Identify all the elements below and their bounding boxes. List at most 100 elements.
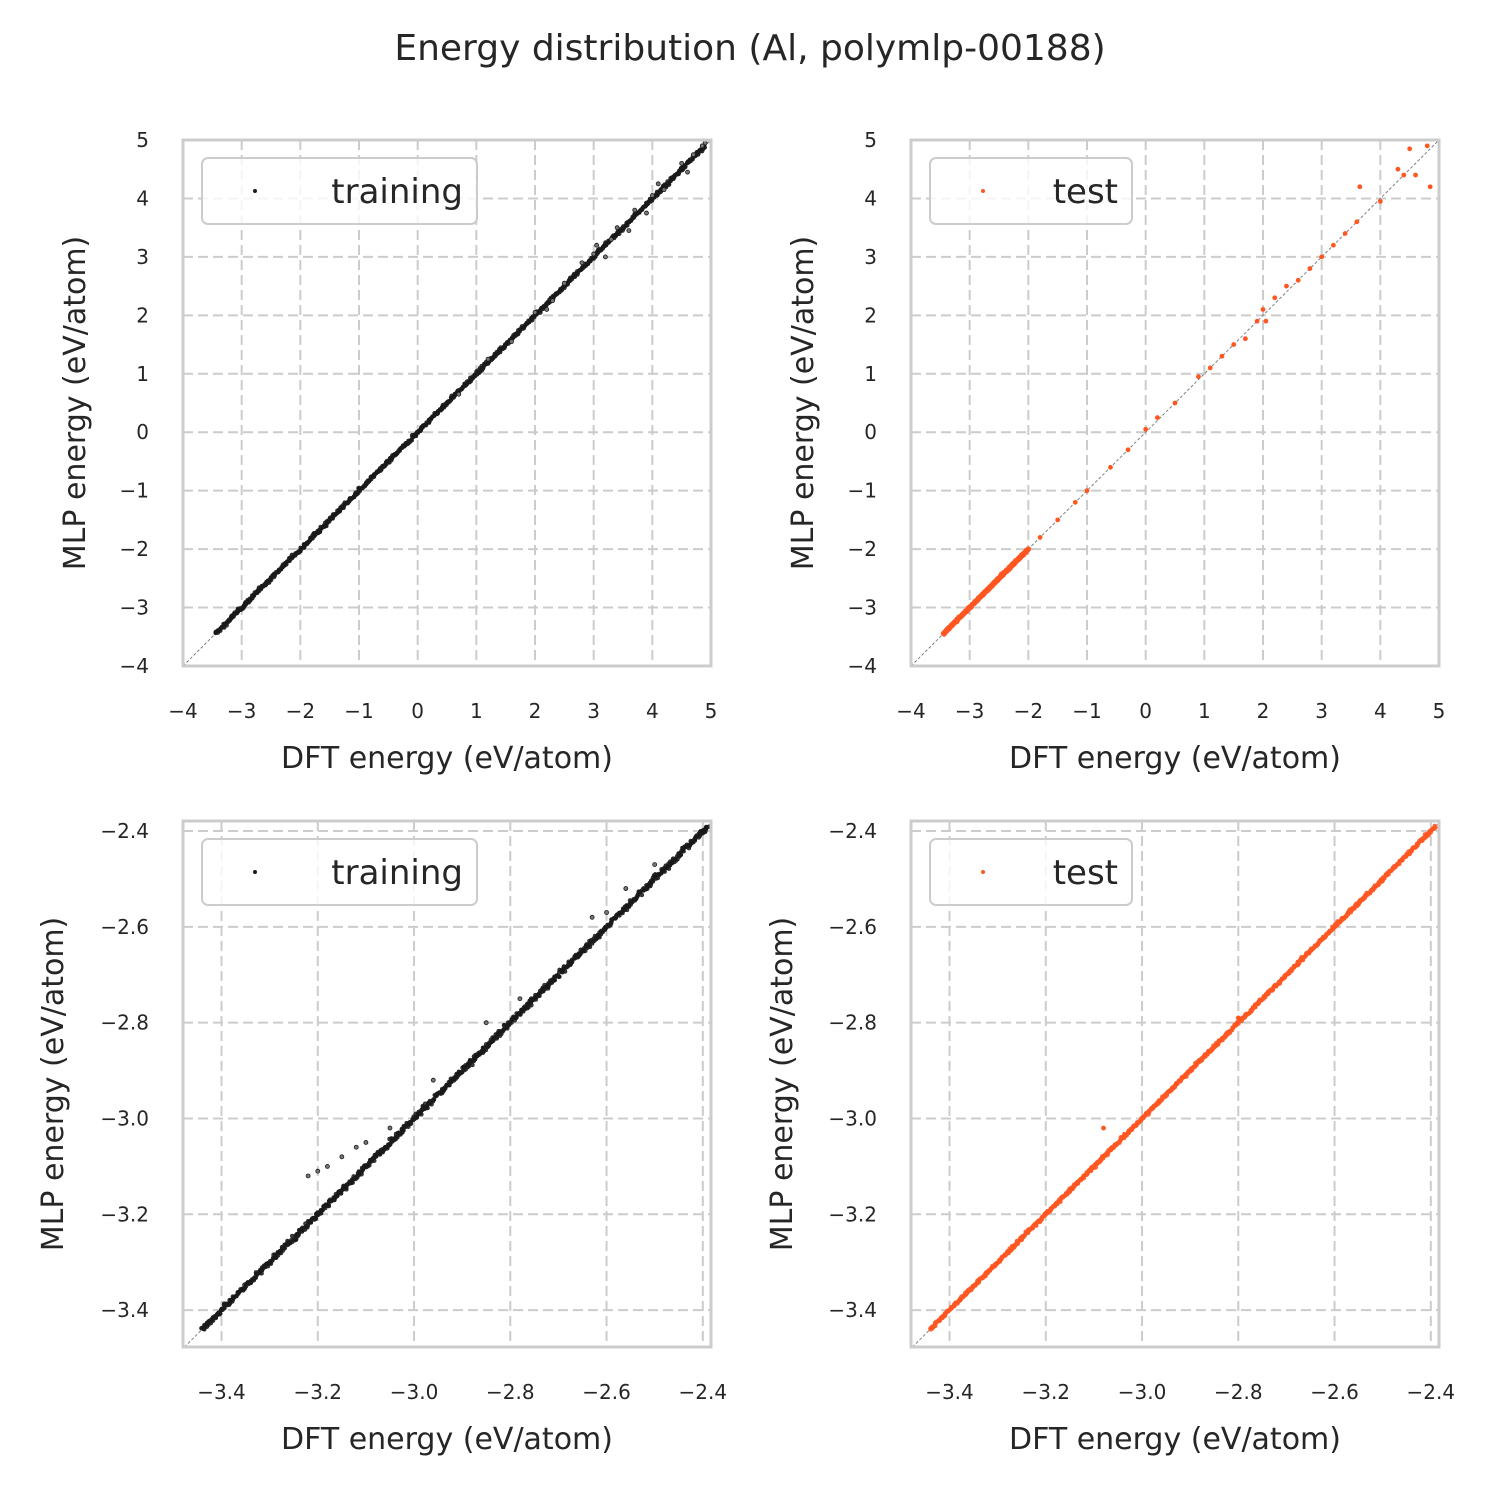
- legend-marker: [981, 870, 985, 874]
- x-tick-label: −2: [1014, 699, 1043, 723]
- legend-label: test: [1053, 853, 1118, 893]
- data-point: [470, 1062, 475, 1068]
- x-tick-label: 2: [1257, 699, 1270, 723]
- data-point: [1272, 295, 1278, 301]
- data-point: [604, 910, 609, 915]
- x-tick-label: −2.6: [582, 1380, 631, 1404]
- data-point: [1427, 184, 1433, 190]
- data-point: [1219, 353, 1225, 359]
- data-point: [324, 1163, 330, 1169]
- data-point: [699, 143, 705, 149]
- x-tick-label: −1: [344, 699, 373, 723]
- data-point: [691, 152, 696, 158]
- data-point: [678, 852, 683, 858]
- data-point: [353, 1144, 359, 1150]
- x-tick-label: 3: [587, 699, 600, 723]
- data-point: [603, 254, 608, 260]
- data-point: [608, 236, 614, 242]
- data-point: [1377, 198, 1383, 204]
- y-tick-label: −1: [848, 479, 877, 503]
- y-tick-label: −2: [848, 537, 877, 561]
- y-tick-label: −4: [120, 654, 149, 678]
- legend-box: [201, 157, 478, 225]
- x-tick-label: −3: [955, 699, 984, 723]
- data-point: [480, 366, 486, 371]
- data-point: [632, 207, 638, 213]
- x-tick-label: −2.6: [1310, 1380, 1359, 1404]
- data-point: [1307, 266, 1313, 271]
- data-point: [562, 969, 568, 974]
- data-point: [425, 1105, 430, 1111]
- data-point: [305, 1173, 311, 1179]
- data-point: [537, 993, 542, 999]
- legend-label: training: [331, 853, 463, 893]
- axes-frame: [909, 819, 1441, 1349]
- legend: test: [929, 838, 1133, 906]
- y-tick-label: 1: [864, 362, 877, 386]
- y-tick-label: 4: [864, 186, 877, 210]
- data-point: [1243, 336, 1248, 342]
- data-point: [458, 1070, 464, 1076]
- data-point: [655, 181, 661, 187]
- data-point: [579, 260, 585, 266]
- data-point: [639, 892, 645, 898]
- y-tick-label: 5: [864, 128, 877, 152]
- data-point: [652, 862, 658, 867]
- data-point: [1295, 277, 1301, 283]
- data-point: [1357, 184, 1363, 190]
- data-point: [532, 310, 538, 315]
- data-point: [1231, 342, 1237, 347]
- legend: training: [201, 157, 478, 225]
- data-point: [387, 1125, 393, 1131]
- y-tick-label: −2.6: [100, 915, 149, 939]
- data-point: [339, 1154, 345, 1160]
- data-point: [1207, 365, 1213, 371]
- data-point: [315, 1168, 321, 1174]
- x-tick-label: 2: [529, 699, 542, 723]
- x-tick-label: −3.0: [390, 1380, 439, 1404]
- x-tick-label: 1: [1198, 699, 1211, 723]
- data-point: [649, 193, 655, 198]
- x-tick-label: −3.4: [925, 1380, 974, 1404]
- x-tick-label: −3.2: [1021, 1380, 1070, 1404]
- data-point: [1055, 517, 1061, 523]
- legend-label: test: [1053, 172, 1118, 212]
- panel-test-full: −4 −3 −2 −1 0 1 2 3 4 5 −4 −3 −2 −1 0 1 2 3 4 5 test DFT ener…: [786, 128, 1445, 776]
- data-point: [1331, 242, 1336, 248]
- data-point: [561, 280, 567, 286]
- legend: training: [201, 838, 478, 906]
- x-tick-label: −2.8: [486, 1380, 535, 1404]
- legend-box: [929, 838, 1133, 906]
- y-tick-label: −2.6: [828, 915, 877, 939]
- data-point: [626, 228, 632, 233]
- y-tick-label: −2.8: [100, 1011, 149, 1035]
- y-tick-label: −2: [120, 537, 149, 561]
- x-tick-label: −3.4: [197, 1380, 246, 1404]
- y-tick-label: 5: [136, 128, 149, 152]
- data-point: [509, 339, 514, 345]
- data-point: [1342, 231, 1348, 236]
- axes-frame: [181, 819, 713, 1349]
- y-tick-label: 1: [136, 362, 149, 386]
- axes-frame: [909, 138, 1441, 668]
- data-point: [1395, 166, 1401, 172]
- data-point: [430, 1077, 436, 1083]
- y-tick-label: −3.0: [100, 1106, 149, 1130]
- panel-test-zoom: −3.4 −3.2 −3.0 −2.8 −2.6 −2.4 −3.4 −3.2 −3.0 −2.8…: [765, 819, 1455, 1457]
- x-tick-label: −4: [168, 699, 197, 723]
- data-point: [1413, 172, 1418, 178]
- y-tick-label: −1: [120, 479, 149, 503]
- y-tick-label: −4: [848, 654, 877, 678]
- panel-training-full: −4 −3 −2 −1 0 1 2 3 4 5 −4 −3 −2 −1 0 1 2 3 4 5 training DFT …: [58, 128, 717, 776]
- x-tick-label: −2: [286, 699, 315, 723]
- data-point: [1155, 415, 1160, 421]
- data-point: [1235, 1015, 1241, 1021]
- data-point: [222, 1305, 227, 1311]
- data-point: [679, 160, 685, 166]
- data-point: [423, 422, 429, 428]
- y-tick-label: 3: [136, 245, 149, 269]
- data-point: [1084, 488, 1090, 494]
- data-point: [485, 356, 491, 362]
- data-point: [583, 948, 588, 954]
- data-point: [1037, 535, 1043, 540]
